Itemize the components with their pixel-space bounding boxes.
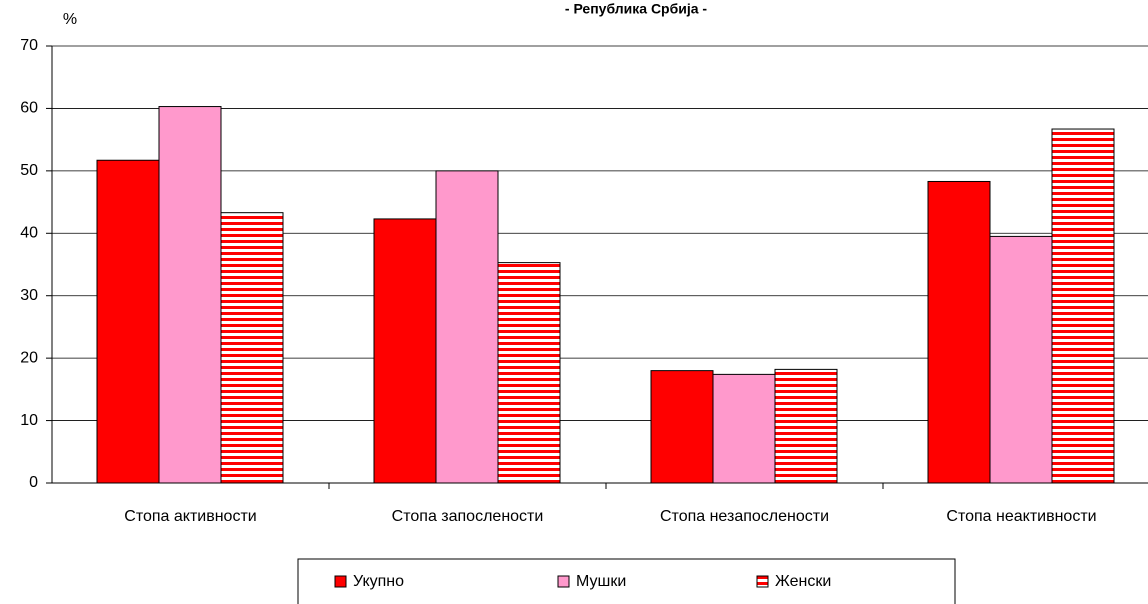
- legend-swatch: [557, 575, 570, 588]
- x-tick-label: Стопа запослености: [392, 508, 544, 525]
- y-tick-label: 50: [20, 162, 38, 179]
- bar: [497, 262, 561, 484]
- y-tick-label: 10: [20, 412, 38, 429]
- bar: [1051, 128, 1115, 484]
- y-axis-label: %: [63, 11, 77, 28]
- legend-label: Женски: [775, 573, 831, 590]
- legend-swatch: [756, 575, 769, 588]
- legend-label: Мушки: [576, 573, 626, 590]
- legend-label: Укупно: [353, 573, 404, 590]
- bar: [158, 106, 222, 484]
- bar: [712, 373, 776, 484]
- legend-box: [297, 558, 956, 604]
- y-tick-label: 70: [20, 37, 38, 54]
- y-tick-label: 60: [20, 100, 38, 117]
- bar: [927, 180, 991, 484]
- x-tick-label: Стопа незапослености: [660, 508, 829, 525]
- x-tick-label: Стопа неактивности: [946, 508, 1096, 525]
- bar: [96, 159, 160, 484]
- y-tick-label: 30: [20, 287, 38, 304]
- y-tick-label: 0: [29, 474, 38, 491]
- bar: [373, 218, 437, 484]
- bar: [774, 368, 838, 484]
- bar: [989, 235, 1053, 484]
- bar: [650, 370, 714, 484]
- chart-title: - Република Србија -: [565, 1, 708, 17]
- y-tick-label: 20: [20, 349, 38, 366]
- bar: [220, 212, 284, 484]
- y-tick-label: 40: [20, 225, 38, 242]
- x-tick-label: Стопа активности: [124, 508, 256, 525]
- bar: [435, 170, 499, 484]
- legend-swatch: [334, 575, 347, 588]
